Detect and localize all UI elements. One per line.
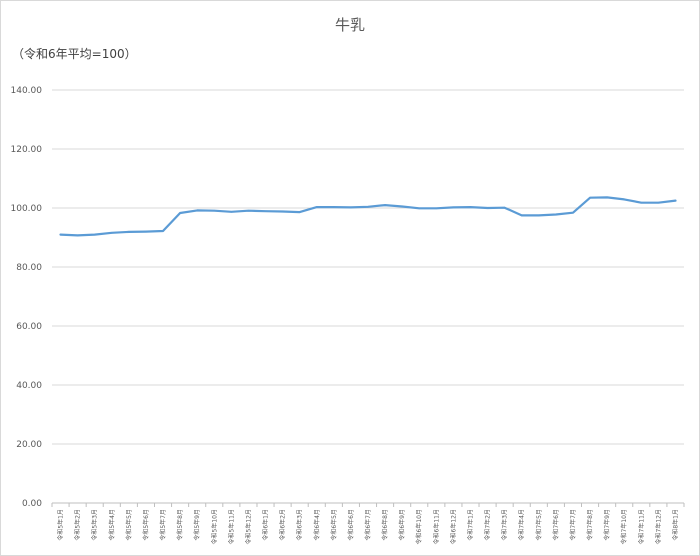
data-point bbox=[281, 210, 284, 213]
x-tick-label: 令和7年2月 bbox=[484, 509, 492, 541]
x-tick-label: 令和7年11月 bbox=[637, 509, 645, 544]
data-point bbox=[503, 206, 506, 209]
x-tick-label: 令和7年8月 bbox=[586, 509, 594, 541]
data-point bbox=[333, 206, 335, 208]
x-tick-label: 令和5年9月 bbox=[193, 509, 201, 541]
x-tick-label: 令和7年6月 bbox=[552, 509, 560, 541]
x-tick-label: 令和7年9月 bbox=[603, 509, 611, 541]
data-point bbox=[264, 210, 267, 213]
x-tick-label: 令和5年1月 bbox=[57, 509, 65, 541]
x-tick-label: 令和6年11月 bbox=[432, 509, 440, 544]
x-axis: 令和5年1月 令和5年2月 令和5年3月 令和5年4月 令和5年5月 令和5年6月 令和5年… bbox=[51, 503, 685, 544]
data-point bbox=[555, 213, 557, 216]
y-axis: 0.00 20.00 40.00 60.00 80.00 100.00 120.00 140.… bbox=[11, 86, 43, 509]
x-tick-label: 令和7年10月 bbox=[620, 509, 628, 544]
x-tick-label: 令和6年7月 bbox=[364, 509, 372, 541]
data-point bbox=[384, 204, 386, 206]
data-point bbox=[657, 201, 660, 204]
x-tick-label: 令和5年2月 bbox=[74, 509, 82, 541]
chart-title: 牛乳 bbox=[334, 16, 365, 34]
x-tick-label: 令和7年5月 bbox=[535, 509, 543, 541]
data-point bbox=[247, 209, 250, 212]
gridlines bbox=[52, 89, 684, 504]
data-point bbox=[350, 206, 352, 209]
x-tick-label: 令和6年9月 bbox=[398, 509, 406, 541]
data-point bbox=[213, 209, 216, 212]
y-tick-label: 0.00 bbox=[22, 499, 42, 509]
x-tick-label: 令和5年10月 bbox=[210, 509, 218, 544]
data-point bbox=[145, 230, 147, 233]
data-point bbox=[520, 214, 523, 217]
data-point bbox=[418, 207, 421, 210]
data-point bbox=[315, 206, 318, 208]
x-tick-label: 令和6年6月 bbox=[347, 509, 355, 541]
x-tick-label: 令和5年6月 bbox=[142, 509, 150, 541]
x-tick-label: 令和7年3月 bbox=[501, 509, 509, 541]
unit-label: （令和6年平均=100） bbox=[12, 47, 137, 61]
series-layer bbox=[59, 196, 677, 237]
x-tick-label: 令和6年12月 bbox=[449, 509, 457, 544]
y-tick-label: 40.00 bbox=[16, 381, 42, 391]
data-point bbox=[76, 234, 79, 237]
y-tick-label: 100.00 bbox=[11, 204, 43, 214]
x-tick-label: 令和6年5月 bbox=[330, 509, 338, 541]
data-point bbox=[196, 209, 198, 212]
x-tick-label: 令和6年8月 bbox=[381, 509, 389, 541]
data-point bbox=[538, 214, 540, 217]
x-tick-label: 令和5年12月 bbox=[244, 509, 252, 544]
data-point bbox=[623, 198, 626, 201]
data-point bbox=[298, 211, 301, 213]
data-point bbox=[469, 206, 472, 208]
data-point bbox=[606, 196, 608, 199]
x-tick-label: 令和6年4月 bbox=[313, 509, 321, 541]
y-tick-label: 20.00 bbox=[16, 440, 42, 450]
data-point bbox=[640, 201, 643, 204]
x-tick-label: 令和7年1月 bbox=[466, 509, 474, 541]
x-tick-label: 令和5年5月 bbox=[125, 509, 133, 541]
x-tick-label: 令和7年7月 bbox=[569, 509, 577, 541]
x-tick-label: 令和5年8月 bbox=[176, 509, 184, 541]
data-point bbox=[401, 205, 403, 208]
data-point bbox=[486, 207, 489, 209]
x-tick-label: 令和5年11月 bbox=[227, 509, 235, 544]
series-line bbox=[59, 196, 677, 237]
x-tick-label: 令和5年7月 bbox=[159, 509, 167, 541]
y-tick-label: 140.00 bbox=[11, 86, 43, 96]
data-point bbox=[93, 233, 96, 236]
x-tick-label: 令和6年2月 bbox=[279, 509, 287, 541]
data-point bbox=[128, 231, 130, 233]
y-tick-label: 80.00 bbox=[16, 263, 42, 273]
x-tick-label: 令和5年4月 bbox=[108, 509, 116, 541]
data-point bbox=[59, 233, 62, 236]
x-tick-label: 令和6年3月 bbox=[296, 509, 304, 541]
data-point bbox=[179, 212, 181, 214]
data-point bbox=[162, 230, 164, 232]
x-tick-label: 令和6年1月 bbox=[262, 509, 270, 541]
data-point bbox=[572, 211, 574, 214]
data-point bbox=[367, 206, 369, 208]
data-point bbox=[674, 199, 677, 202]
data-point bbox=[589, 196, 591, 199]
x-tick-label: 令和6年10月 bbox=[415, 509, 423, 544]
data-point bbox=[110, 231, 113, 234]
data-point bbox=[230, 211, 233, 213]
y-tick-label: 60.00 bbox=[16, 322, 42, 332]
x-tick-label: 令和7年12月 bbox=[654, 509, 662, 544]
data-point bbox=[435, 207, 438, 210]
x-tick-label: 令和7年4月 bbox=[518, 509, 526, 541]
data-point bbox=[452, 206, 455, 209]
x-tick-label: 令和5年3月 bbox=[91, 509, 99, 541]
y-tick-label: 120.00 bbox=[11, 145, 43, 155]
x-tick-label: 令和8年1月 bbox=[671, 509, 679, 541]
